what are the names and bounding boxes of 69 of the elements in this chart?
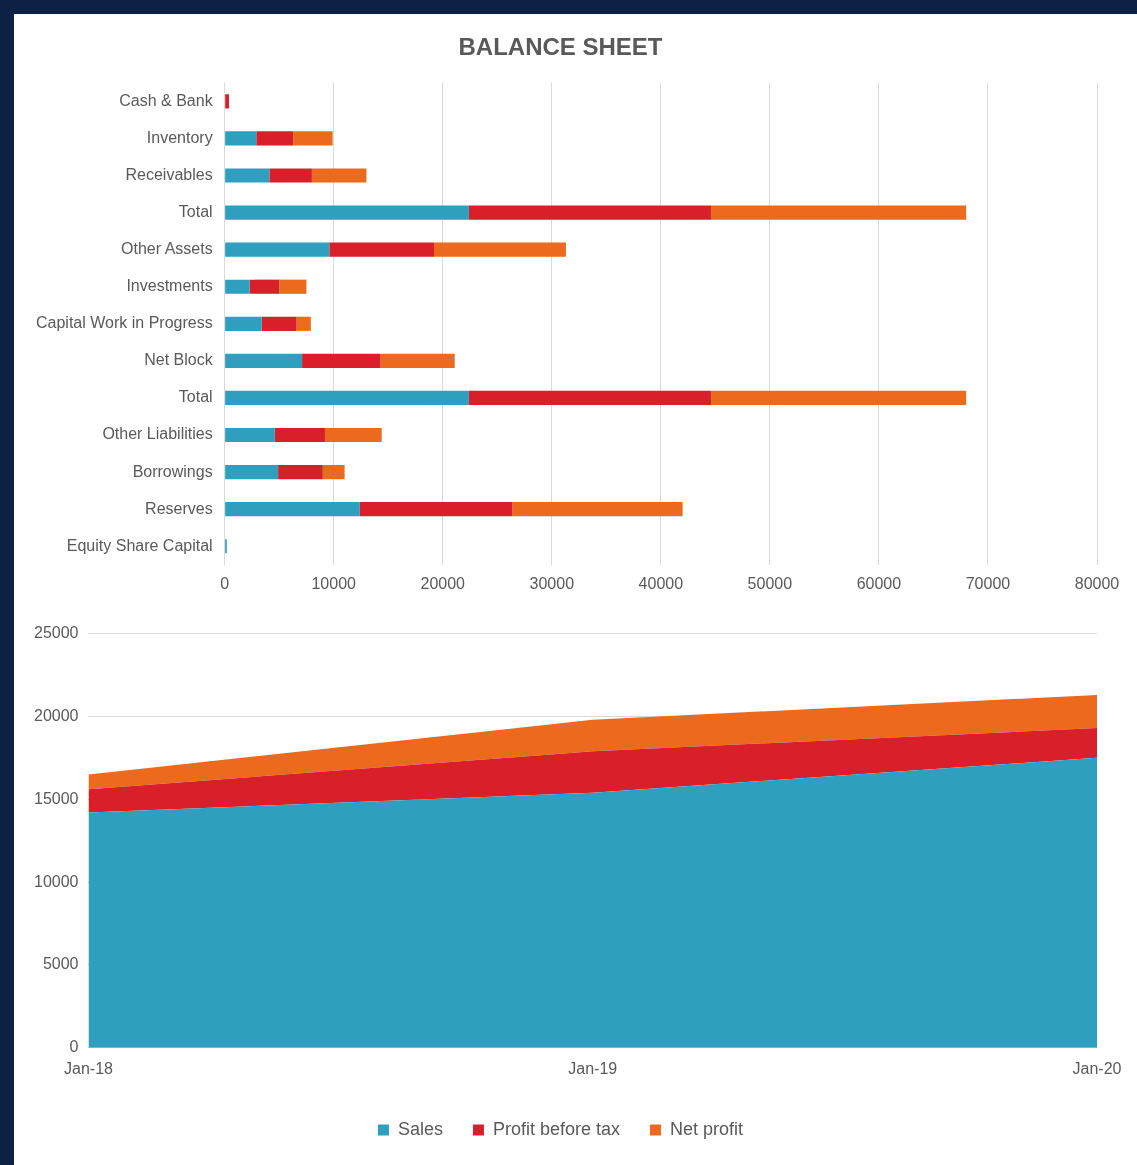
y-tick-label: 10000	[33, 872, 79, 890]
bar	[225, 427, 275, 443]
bar	[274, 427, 325, 443]
bar	[329, 242, 435, 257]
y-tick-label: Total	[178, 388, 213, 406]
x-tick-label: 50000	[747, 574, 793, 592]
legend-label: Profit before tax	[492, 1118, 621, 1139]
x-tick-label: 30000	[529, 574, 575, 592]
y-tick-label: 25000	[33, 624, 79, 642]
x-tick-label: Jan-18	[64, 1059, 114, 1077]
bar	[225, 131, 257, 146]
y-tick-label: Receivables	[125, 165, 213, 183]
x-tick-label: Jan-19	[568, 1059, 618, 1077]
bar	[225, 465, 279, 480]
bar	[225, 279, 250, 294]
bar	[225, 353, 303, 368]
bar	[468, 390, 711, 406]
bar	[710, 205, 967, 220]
bar	[311, 168, 367, 183]
bar	[322, 465, 345, 480]
y-tick-label: 5000	[42, 955, 79, 973]
legend-label: Net profit	[670, 1118, 744, 1139]
y-tick-label: Capital Work in Progress	[36, 314, 213, 332]
bar	[324, 427, 382, 443]
bar	[225, 168, 270, 183]
y-tick-label: Total	[178, 202, 213, 220]
bar	[225, 205, 469, 220]
y-tick-label: Other Liabilities	[102, 425, 213, 443]
bar	[261, 316, 297, 331]
bar	[278, 465, 323, 480]
x-tick-label: Jan-20	[1072, 1059, 1122, 1077]
bar	[256, 131, 294, 146]
bar	[359, 502, 513, 517]
bar	[434, 242, 566, 257]
bar	[225, 94, 230, 109]
y-tick-label: Net Block	[144, 351, 214, 369]
bar	[293, 131, 333, 146]
y-tick-label: Inventory	[146, 128, 213, 146]
y-tick-label: Equity Share Capital	[66, 536, 213, 554]
y-tick-label: Borrowings	[132, 462, 213, 480]
x-tick-label: 20000	[420, 574, 466, 592]
bar	[249, 279, 280, 294]
bar	[225, 390, 469, 406]
bar	[269, 168, 312, 183]
bar	[225, 242, 330, 257]
bar	[468, 205, 711, 220]
y-tick-label: 0	[69, 1038, 79, 1056]
x-tick-label: 80000	[1074, 574, 1120, 592]
bar	[302, 353, 381, 368]
y-tick-label: Cash & Bank	[119, 91, 214, 109]
y-tick-label: Investments	[126, 277, 213, 295]
bar	[225, 502, 360, 517]
y-tick-label: Reserves	[145, 499, 213, 517]
bar	[279, 279, 307, 294]
legend-label: Sales	[397, 1118, 443, 1139]
bar	[512, 502, 683, 517]
bar	[380, 353, 455, 368]
bar	[225, 316, 262, 331]
bar	[296, 316, 311, 331]
bar	[710, 390, 967, 406]
y-tick-label: 20000	[33, 706, 79, 724]
chart-title: BALANCE SHEET	[458, 33, 663, 61]
x-tick-label: 70000	[965, 574, 1011, 592]
x-tick-label: 0	[220, 574, 230, 592]
y-tick-label: Other Assets	[121, 240, 213, 258]
y-tick-label: 15000	[33, 789, 79, 807]
x-tick-label: 40000	[638, 574, 684, 592]
x-tick-label: 60000	[856, 574, 902, 592]
x-tick-label: 10000	[311, 574, 357, 592]
